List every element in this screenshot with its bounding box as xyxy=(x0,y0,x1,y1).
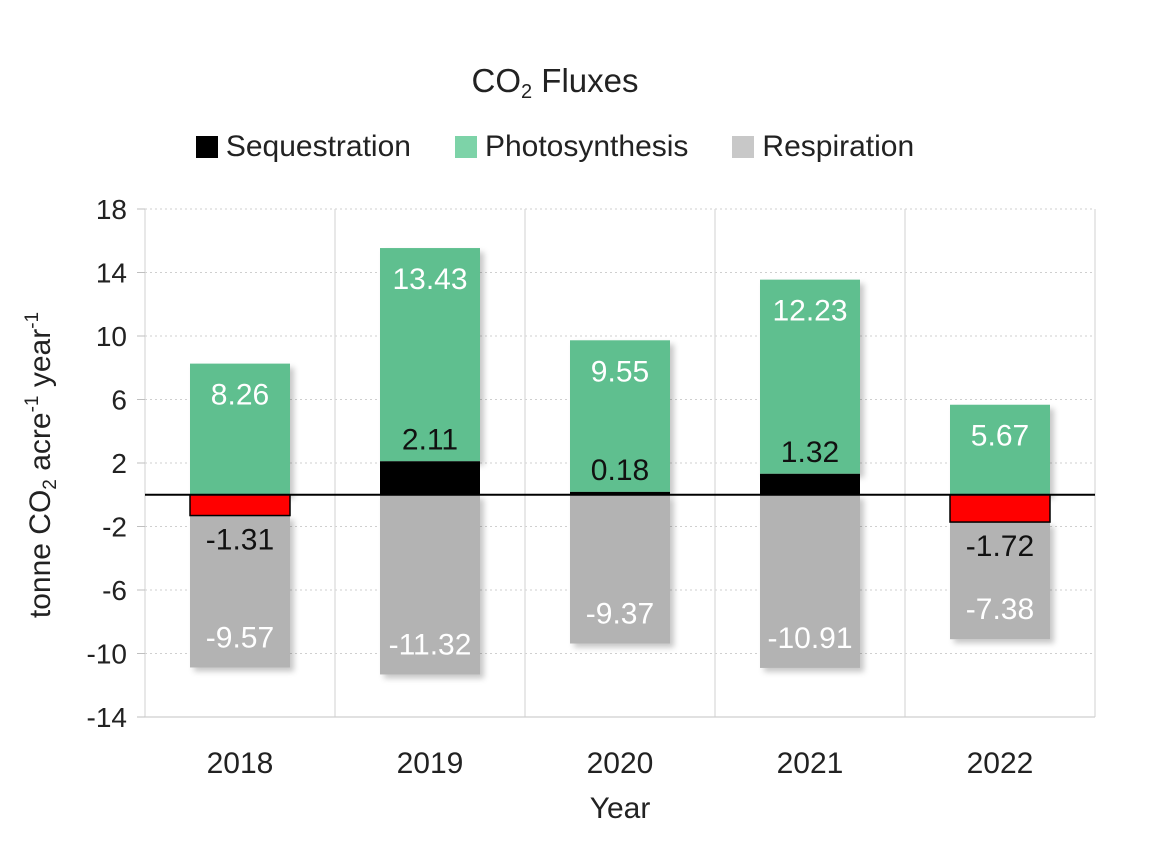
data-label-respiration: -10.91 xyxy=(767,622,852,655)
data-labels: 8.26 -9.57 -1.31 13.43 -11.32 2.11 9.55 -9.37 0.… xyxy=(206,263,1034,661)
legend-swatch-respiration xyxy=(732,136,755,158)
bar-sequestration xyxy=(949,494,1051,523)
bar-respiration xyxy=(190,515,290,668)
data-label-respiration: -7.38 xyxy=(966,593,1034,626)
bar-sequestration xyxy=(570,491,670,495)
bar-respiration xyxy=(570,494,670,644)
x-tick-label: 2022 xyxy=(967,747,1034,780)
data-label-respiration: -11.32 xyxy=(389,628,472,661)
y-tick-label: 18 xyxy=(96,194,127,225)
legend-item-sequestration: Sequestration xyxy=(195,130,411,164)
bar-photosynthesis xyxy=(190,363,290,495)
y-tick-label: -14 xyxy=(87,702,127,733)
bar-respiration xyxy=(760,494,860,668)
bar-photosynthesis xyxy=(570,340,670,492)
bar-sequestration xyxy=(380,461,480,495)
bar-photosynthesis xyxy=(760,279,860,474)
legend-item-photosynthesis: Photosynthesis xyxy=(454,130,689,164)
y-tick-label: -10 xyxy=(87,639,127,670)
x-tick-label: 2021 xyxy=(777,747,844,780)
bar-photosynthesis xyxy=(380,248,480,462)
legend-swatch-sequestration xyxy=(195,136,218,158)
data-label-photosynthesis: 5.67 xyxy=(971,420,1029,453)
y-tick-label: 10 xyxy=(96,321,127,352)
legend-swatch-photosynthesis xyxy=(454,136,477,158)
y-tick-label: 14 xyxy=(96,258,127,289)
x-axis-label: Year xyxy=(589,792,651,825)
data-label-respiration: -9.57 xyxy=(206,621,274,654)
legend-label-photosynthesis: Photosynthesis xyxy=(484,130,689,163)
bar-respiration xyxy=(950,522,1050,640)
legend-label-respiration: Respiration xyxy=(762,130,915,163)
data-label-photosynthesis: 12.23 xyxy=(772,295,847,328)
data-label-photosynthesis: 9.55 xyxy=(591,355,649,388)
data-label-sequestration: -1.72 xyxy=(966,530,1034,563)
bar-respiration xyxy=(380,494,480,675)
data-label-sequestration: 0.18 xyxy=(591,454,649,487)
y-tick-label: 2 xyxy=(111,448,127,479)
bar-sequestration xyxy=(189,494,291,517)
x-tick-label: 2018 xyxy=(207,747,274,780)
bar-sequestration xyxy=(760,473,860,495)
data-label-sequestration: -1.31 xyxy=(206,524,274,557)
axes: 18 14 10 6 2 -2 -6 -10 -14 2018 2019 2020 2021 2022 xyxy=(87,194,1095,780)
data-label-sequestration: 2.11 xyxy=(402,423,458,456)
legend-label-sequestration: Sequestration xyxy=(225,130,411,163)
y-tick-label: 6 xyxy=(111,385,127,416)
y-tick-label: -6 xyxy=(102,575,127,606)
bar-photosynthesis xyxy=(950,404,1050,495)
data-label-photosynthesis: 8.26 xyxy=(211,379,269,412)
data-label-photosynthesis: 13.43 xyxy=(392,263,467,296)
legend-item-respiration: Respiration xyxy=(732,130,914,164)
legend: Sequestration Photosynthesis Respiration xyxy=(0,130,1110,164)
data-label-sequestration: 1.32 xyxy=(781,436,839,469)
y-tick-label: -2 xyxy=(102,512,127,543)
bars xyxy=(189,248,1051,675)
x-tick-label: 2019 xyxy=(397,747,464,780)
x-tick-label: 2020 xyxy=(587,747,654,780)
data-label-respiration: -9.37 xyxy=(586,597,654,630)
chart-title: CO2 Fluxes xyxy=(471,62,639,103)
